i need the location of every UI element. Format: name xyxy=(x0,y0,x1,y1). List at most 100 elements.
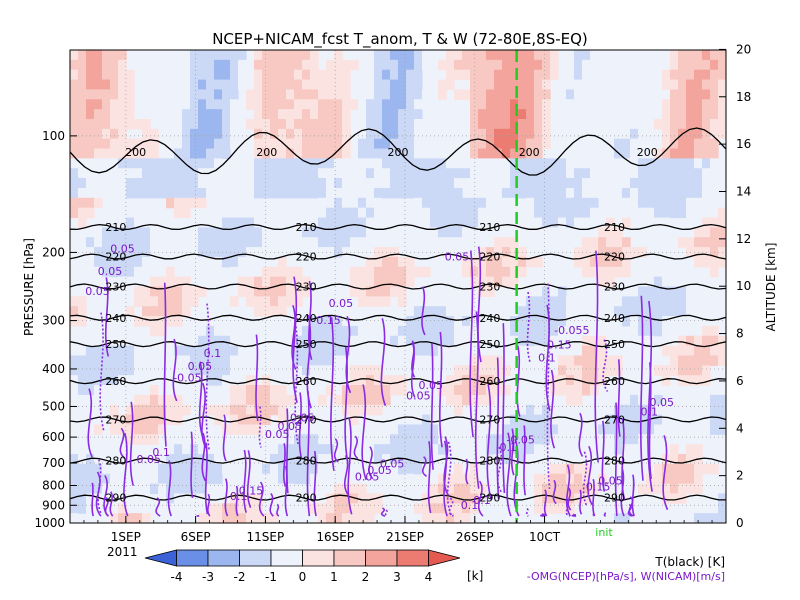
anomaly-cell xyxy=(382,79,391,91)
anomaly-cell xyxy=(278,187,287,199)
anomaly-cell xyxy=(470,89,479,100)
anomaly-cell xyxy=(486,148,495,159)
anomaly-cell xyxy=(398,109,407,120)
anomaly-cell xyxy=(118,99,127,110)
anomaly-cell xyxy=(462,256,471,268)
anomaly-cell xyxy=(422,217,431,228)
anomaly-cell xyxy=(710,89,719,100)
vertical-motion-contour xyxy=(486,384,492,500)
anomaly-cell xyxy=(214,454,223,465)
anomaly-cell xyxy=(534,483,543,495)
anomaly-cell xyxy=(670,444,679,455)
anomaly-cell xyxy=(254,345,263,357)
anomaly-cell xyxy=(502,197,511,209)
anomaly-cell xyxy=(646,296,655,307)
anomaly-cell xyxy=(582,473,591,485)
anomaly-cell xyxy=(366,513,375,523)
anomaly-cell xyxy=(494,266,503,278)
anomaly-cell xyxy=(134,227,143,238)
anomaly-cell xyxy=(718,187,726,199)
vertical-motion-contour xyxy=(621,418,626,500)
anomaly-cell xyxy=(622,207,631,219)
anomaly-cell xyxy=(262,483,271,495)
anomaly-cell xyxy=(566,493,575,504)
anomaly-cell xyxy=(670,89,679,100)
anomaly-cell xyxy=(294,128,303,140)
anomaly-cell xyxy=(214,335,223,347)
anomaly-cell xyxy=(654,473,663,485)
anomaly-cell xyxy=(230,365,239,376)
anomaly-cell xyxy=(430,434,439,445)
anomaly-cell xyxy=(278,483,287,495)
temperature-contour-label: 240 xyxy=(105,312,126,325)
anomaly-cell xyxy=(334,335,343,347)
anomaly-cell xyxy=(262,463,271,475)
anomaly-cell xyxy=(550,434,559,445)
anomaly-cell xyxy=(190,59,199,71)
anomaly-cell xyxy=(326,296,335,307)
anomaly-cell xyxy=(222,237,231,248)
vertical-motion-label: 0.05 xyxy=(329,297,354,310)
anomaly-cell xyxy=(566,69,575,81)
anomaly-cell xyxy=(126,109,135,120)
colorbar-swatch xyxy=(302,549,335,567)
anomaly-cell xyxy=(150,158,159,169)
anomaly-cell xyxy=(350,385,359,396)
anomaly-cell xyxy=(582,50,591,61)
temperature-contour-label: 280 xyxy=(479,455,500,468)
anomaly-cell xyxy=(142,365,151,376)
anomaly-cell xyxy=(350,227,359,238)
anomaly-cell xyxy=(198,444,207,455)
anomaly-cell xyxy=(414,355,423,366)
anomaly-cell xyxy=(486,197,495,209)
vertical-motion-contour xyxy=(201,432,207,482)
anomaly-cell xyxy=(446,394,455,406)
anomaly-cell xyxy=(262,118,271,130)
anomaly-cell xyxy=(262,217,271,228)
anomaly-cell xyxy=(390,217,399,228)
anomaly-cell xyxy=(350,237,359,248)
anomaly-cell xyxy=(278,355,287,366)
anomaly-cell xyxy=(230,138,239,150)
anomaly-cell xyxy=(526,197,535,209)
anomaly-cell xyxy=(70,148,79,159)
anomaly-cell xyxy=(150,414,159,426)
anomaly-cell xyxy=(518,148,527,159)
anomaly-cell xyxy=(198,483,207,495)
anomaly-cell xyxy=(286,483,295,495)
anomaly-cell xyxy=(398,207,407,219)
anomaly-cell xyxy=(694,59,703,71)
anomaly-cell xyxy=(310,217,319,228)
anomaly-cell xyxy=(214,99,223,110)
anomaly-cell xyxy=(110,375,119,386)
anomaly-cell xyxy=(702,424,711,435)
anomaly-cell xyxy=(302,286,311,297)
anomaly-cell xyxy=(294,355,303,366)
anomaly-cell xyxy=(486,355,495,366)
anomaly-cell xyxy=(470,483,479,495)
anomaly-cell xyxy=(86,493,95,504)
anomaly-cell xyxy=(582,168,591,179)
anomaly-cell xyxy=(398,128,407,140)
anomaly-cell xyxy=(614,256,623,268)
anomaly-cell xyxy=(518,424,527,435)
anomaly-cell xyxy=(662,217,671,228)
anomaly-cell xyxy=(182,355,191,366)
anomaly-cell xyxy=(238,227,247,238)
anomaly-cell xyxy=(406,424,415,435)
temperature-contour-label: 210 xyxy=(604,221,625,234)
anomaly-cell xyxy=(174,138,183,150)
anomaly-cell xyxy=(438,424,447,435)
anomaly-cell xyxy=(398,385,407,396)
anomaly-cell xyxy=(254,207,263,219)
anomaly-cell xyxy=(126,227,135,238)
anomaly-cell xyxy=(310,424,319,435)
temperature-contour-label: 220 xyxy=(105,251,126,264)
anomaly-cell xyxy=(510,404,519,416)
anomaly-cell xyxy=(702,256,711,268)
anomaly-cell xyxy=(678,463,687,475)
anomaly-cell xyxy=(374,434,383,445)
colorbar-swatch xyxy=(176,549,209,567)
anomaly-cell xyxy=(718,306,726,317)
anomaly-cell xyxy=(374,375,383,386)
